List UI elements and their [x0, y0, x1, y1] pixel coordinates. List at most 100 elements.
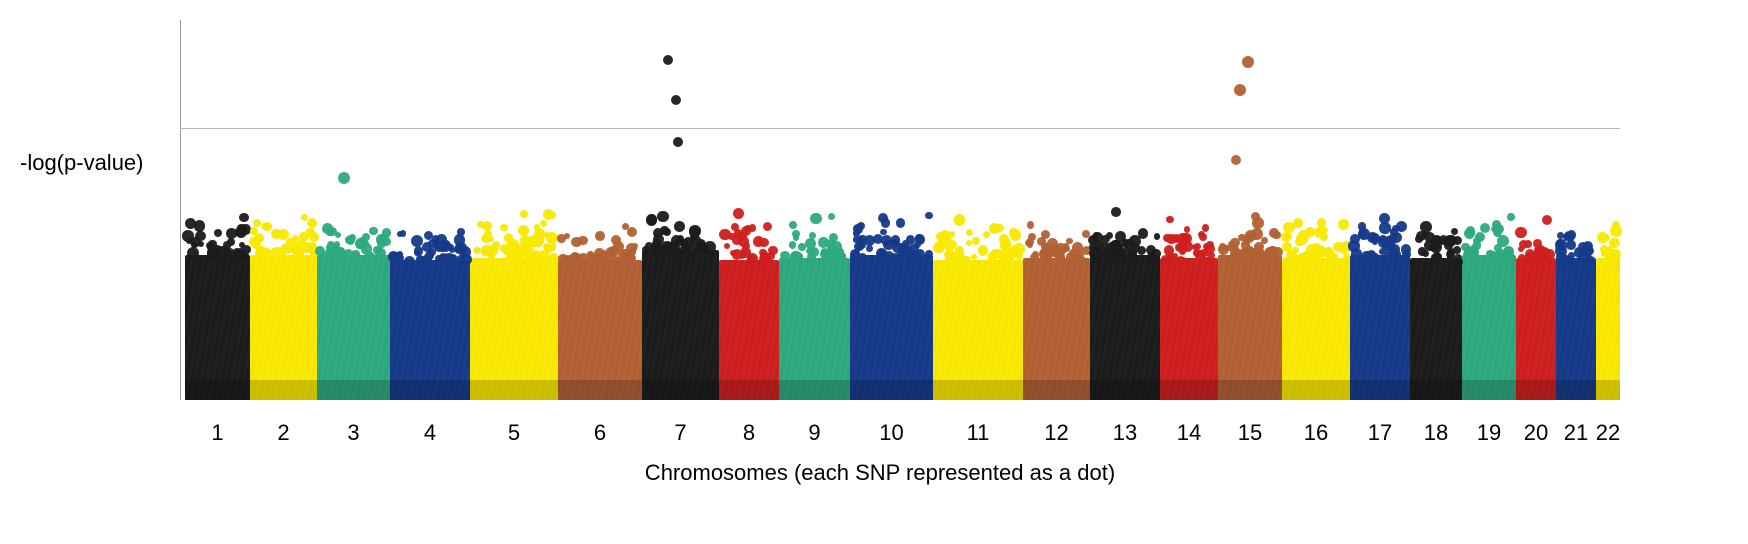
snp-dot [595, 231, 604, 240]
snp-dot [532, 235, 543, 246]
snp-dot [1013, 243, 1025, 255]
snp-dot [237, 224, 245, 232]
snp-dot [790, 252, 799, 261]
snp-dot [1203, 243, 1210, 250]
chrom-label-22: 22 [1596, 420, 1620, 446]
snp-dot [618, 250, 625, 257]
snp-dot [1454, 258, 1462, 266]
snp-dot [239, 242, 245, 248]
snp-dot [1193, 249, 1201, 257]
snp-dot [864, 235, 875, 246]
snp-dot [261, 223, 268, 230]
snp-dot [1111, 207, 1121, 217]
snp-dot [1444, 236, 1455, 247]
snp-dot [271, 247, 281, 257]
snp-dot [1555, 239, 1567, 251]
chrom-block-17 [1350, 255, 1410, 400]
snp-dot [1283, 222, 1295, 234]
snp-dot [1338, 219, 1350, 231]
snp-dot [831, 241, 842, 252]
chrom-block-18 [1410, 258, 1462, 400]
snp-dot [652, 239, 661, 248]
snp-dot [627, 227, 637, 237]
snp-dot [239, 250, 247, 258]
snp-dot [1429, 244, 1436, 251]
chrom-block-20 [1516, 258, 1556, 400]
chrom-label-3: 3 [347, 420, 359, 446]
snp-dot [454, 234, 465, 245]
snp-dot [1072, 242, 1083, 253]
snp-dot [225, 250, 232, 257]
chrom-label-10: 10 [879, 420, 903, 446]
snp-dot [1131, 243, 1140, 252]
snp-dot [793, 235, 799, 241]
snp-dot [254, 233, 264, 243]
snp-dot [1043, 257, 1050, 264]
chrom-label-5: 5 [508, 420, 520, 446]
snp-dot [657, 211, 668, 222]
snp-dot [538, 250, 549, 261]
snp-dot [828, 213, 835, 220]
snp-dot [333, 250, 341, 258]
chrom-block-5 [470, 258, 558, 400]
snp-dot [971, 254, 977, 260]
snp-dot [995, 224, 1003, 232]
snp-dot [564, 233, 570, 239]
snp-dot [1079, 257, 1086, 264]
snp-dot [1402, 250, 1411, 259]
snp-dot [540, 220, 547, 227]
snp-dot [733, 208, 744, 219]
snp-dot [356, 243, 362, 249]
snp-dot [1464, 228, 1475, 239]
chrom-label-1: 1 [211, 420, 223, 446]
chrom-block-22 [1596, 258, 1620, 400]
snp-dot [1418, 247, 1427, 256]
snp-dot [1007, 247, 1014, 254]
snp-dot [214, 229, 222, 237]
snp-dot [691, 234, 698, 241]
snp-dot [440, 240, 450, 250]
snp-dot [1384, 251, 1390, 257]
snp-dot [519, 242, 529, 252]
snp-dot [1114, 249, 1124, 259]
snp-dot [1390, 244, 1400, 254]
snp-outlier-dot [338, 172, 350, 184]
snp-dot [460, 250, 466, 256]
snp-dot [1447, 253, 1454, 260]
chrom-label-6: 6 [594, 420, 606, 446]
snp-outlier-dot [1231, 155, 1241, 165]
snp-dot [1166, 216, 1174, 224]
chrom-label-12: 12 [1044, 420, 1068, 446]
snp-dot [1566, 240, 1576, 250]
snp-dot [763, 222, 773, 232]
snp-dot [525, 252, 536, 263]
snp-dot [809, 247, 819, 257]
snp-dot [1542, 215, 1552, 225]
snp-dot [1507, 213, 1515, 221]
snp-dot [1494, 244, 1501, 251]
snp-dot [1030, 253, 1039, 262]
snp-dot [696, 242, 707, 253]
snp-dot [1265, 247, 1273, 255]
snp-dot [1584, 251, 1591, 258]
snp-dot [1609, 238, 1619, 248]
snp-dot [954, 214, 965, 225]
snp-dot [1041, 242, 1049, 250]
snp-dot [1057, 254, 1064, 261]
snp-dot [674, 221, 685, 232]
snp-dot [753, 236, 764, 247]
chrom-block-8 [719, 260, 779, 400]
snp-dot [289, 241, 299, 251]
chrom-label-11: 11 [967, 420, 990, 446]
snp-dot [1301, 251, 1312, 262]
chrom-label-8: 8 [743, 420, 755, 446]
snp-dot [1154, 233, 1161, 240]
snp-dot [518, 225, 529, 236]
snp-dot [1102, 249, 1112, 259]
snp-dot [749, 224, 756, 231]
snp-dot [896, 251, 905, 260]
snp-dot [473, 247, 481, 255]
snp-dot [256, 246, 267, 257]
snp-dot [1093, 232, 1099, 238]
snp-dot [663, 228, 671, 236]
